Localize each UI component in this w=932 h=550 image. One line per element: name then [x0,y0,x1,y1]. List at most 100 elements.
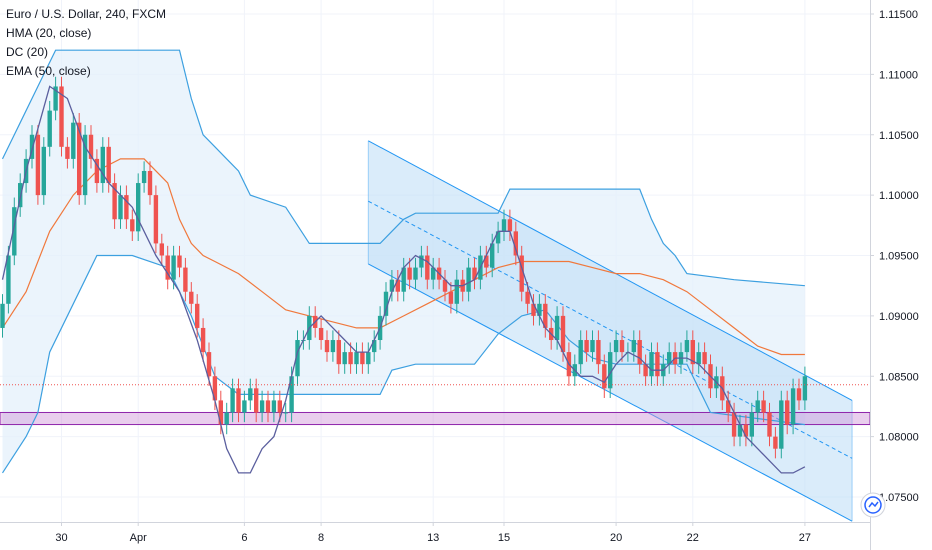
candle-body [413,267,418,280]
hma-line [1,85,806,474]
candle-body [785,400,790,425]
candle-body [330,340,336,353]
candle [124,185,129,229]
chart-legend: Euro / U.S. Dollar, 240, FXCM HMA (20, c… [6,5,166,81]
candle [413,257,418,290]
candle [230,378,235,423]
candle-body [0,303,5,328]
candle-body [236,388,241,413]
candle-body [41,146,46,196]
candle-body [277,400,282,413]
support-zone [0,411,870,426]
candle [183,257,188,302]
candle [466,257,471,302]
candle-body [395,279,400,292]
candle [295,330,300,386]
candle [737,414,743,447]
donchian-upper [1,49,805,287]
candle-body [47,110,52,147]
candle [537,294,542,326]
candle [667,342,672,374]
candle [71,113,76,169]
candle-body [112,183,117,220]
legend-dc[interactable]: DC (20) [6,45,49,59]
candle-body [731,412,737,437]
x-tick-label: Apr [130,532,147,544]
candle [779,390,784,459]
candle-body [136,183,141,232]
candle-body [153,195,159,244]
candle [490,233,495,278]
candle-body [613,340,619,353]
candle-body [513,231,518,256]
candle [82,125,88,205]
candle-body [372,340,377,353]
candle [655,342,660,386]
candle-body [195,303,200,328]
candle-body [743,424,749,437]
candle [531,294,536,326]
candle-body [407,267,412,280]
candle [0,294,5,338]
candle-body [212,376,218,401]
candle [383,282,389,326]
candle [265,390,271,423]
candle [35,125,41,205]
candle [348,342,353,374]
candle [189,282,194,314]
donchian-lower [1,254,805,474]
candle [141,161,147,193]
candle [773,426,778,459]
candle [702,342,707,374]
candle-body [472,267,477,280]
candle [242,390,247,423]
candle-body [655,352,660,377]
candle-body [106,146,111,184]
legend-symbol[interactable]: Euro / U.S. Dollar, 240, FXCM [6,7,167,21]
candle [389,269,395,302]
candle [271,390,277,423]
candle [195,294,200,338]
candle-body [259,400,265,413]
candle-body [667,352,672,365]
candle-body [295,340,300,377]
candle [77,113,82,205]
candle [495,221,501,254]
candle [590,330,595,362]
candle [442,269,448,302]
candle-body [431,267,436,280]
x-tick-label: 13 [427,532,439,544]
candle [796,378,802,411]
y-tick-label: 1.08500 [879,371,919,383]
legend-hma[interactable]: HMA (20, close) [6,26,92,40]
candle-body [53,86,58,111]
candle [136,173,141,242]
candle-body [254,388,259,413]
tradingview-logo-icon[interactable] [860,492,886,518]
candle [200,318,206,362]
candle [472,257,477,290]
candle-body [696,352,701,365]
candle-body [596,340,601,365]
candle-body [100,146,105,184]
candle [749,402,754,447]
candle-body [773,436,778,449]
x-tick-label: 15 [498,532,510,544]
y-tick-label: 1.11500 [879,9,918,21]
candle [360,342,365,374]
candle [407,257,412,290]
candle-body [495,231,501,244]
candle-body [531,303,536,316]
candle [283,402,288,423]
candle [330,330,336,362]
candle-body [35,134,41,196]
candle-body [65,146,70,159]
legend-ema[interactable]: EMA (50, close) [6,64,91,78]
candle-body [537,303,542,316]
candle [596,330,601,374]
candle [41,137,46,205]
candle [236,378,241,423]
candle [613,330,619,362]
candle [342,342,347,374]
